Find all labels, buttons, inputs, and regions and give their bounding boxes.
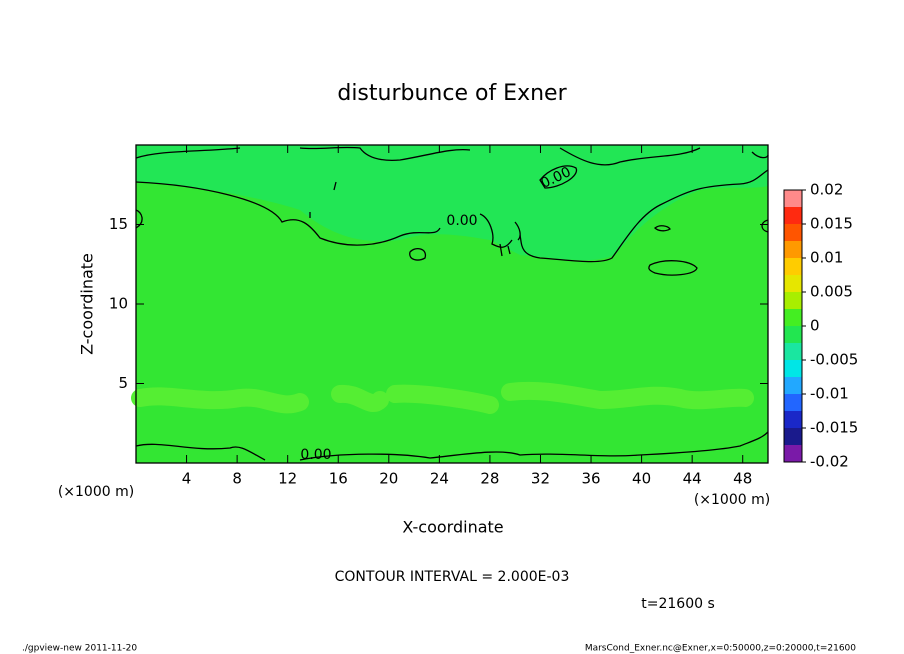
colorbar-tick-label: 0.01 <box>810 249 843 267</box>
y-tick-label: 5 <box>118 374 128 392</box>
colorbar-box <box>784 292 802 309</box>
x-tick-label: 8 <box>232 470 242 488</box>
colorbar-box <box>784 360 802 377</box>
colorbar-box <box>784 428 802 445</box>
field <box>131 145 769 463</box>
colorbar-box <box>784 309 802 326</box>
colorbar-tick-label: 0.015 <box>810 215 853 233</box>
annotation: CONTOUR INTERVAL = 2.000E-03 <box>335 569 570 585</box>
colorbar-box <box>784 275 802 292</box>
colorbar-tick-label: -0.005 <box>810 351 858 369</box>
contour-lines <box>135 146 769 461</box>
x-tick-label: 48 <box>733 470 752 488</box>
footer: ./gpview-new 2011-11-20 <box>22 644 137 654</box>
x-unit-label: (×1000 m) <box>694 492 770 508</box>
x-tick-label: 32 <box>531 470 550 488</box>
x-tick-label: 16 <box>329 470 348 488</box>
colorbar-box <box>784 207 802 224</box>
colorbar-box <box>784 258 802 275</box>
colorbar-box <box>784 241 802 258</box>
colorbar-tick-label: -0.01 <box>810 385 849 403</box>
y-axis-label: Z-coordinate <box>78 253 97 355</box>
colorbar-tick-label: -0.02 <box>810 453 849 471</box>
x-tick-label: 4 <box>182 470 192 488</box>
colorbar-box <box>784 326 802 343</box>
colorbar-tick-label: 0 <box>810 317 820 335</box>
annotation: t=21600 s <box>641 596 715 612</box>
field-band <box>131 381 754 414</box>
colorbar-box <box>784 377 802 394</box>
colorbar-box <box>784 343 802 360</box>
chart-title: disturbunce of Exner <box>337 81 567 106</box>
colorbar-box <box>784 411 802 428</box>
colorbar-box <box>784 190 802 207</box>
y-tick-label: 10 <box>109 295 128 313</box>
colorbar-tick-label: -0.015 <box>810 419 858 437</box>
x-tick-label: 44 <box>683 470 702 488</box>
x-tick-label: 40 <box>632 470 651 488</box>
x-tick-label: 36 <box>581 470 600 488</box>
x-tick-label: 28 <box>480 470 499 488</box>
field-upper <box>136 145 768 261</box>
colorbar-tick-label: 0.02 <box>810 181 843 199</box>
x-unit-label: (×1000 m) <box>58 484 134 500</box>
colorbar-box <box>784 394 802 411</box>
colorbar-tick-label: 0.005 <box>810 283 853 301</box>
x-axis-label: X-coordinate <box>402 518 503 537</box>
x-tick-label: 24 <box>430 470 449 488</box>
colorbar-box <box>784 224 802 241</box>
contour-label: 0.00 <box>300 447 331 463</box>
colorbar-box <box>784 445 802 462</box>
contour-label: 0.00 <box>446 213 477 229</box>
x-tick-label: 12 <box>278 470 297 488</box>
y-tick-label: 15 <box>109 215 128 233</box>
x-tick-label: 20 <box>379 470 398 488</box>
footer: MarsCond_Exner.nc@Exner,x=0:50000,z=0:20… <box>585 644 856 654</box>
